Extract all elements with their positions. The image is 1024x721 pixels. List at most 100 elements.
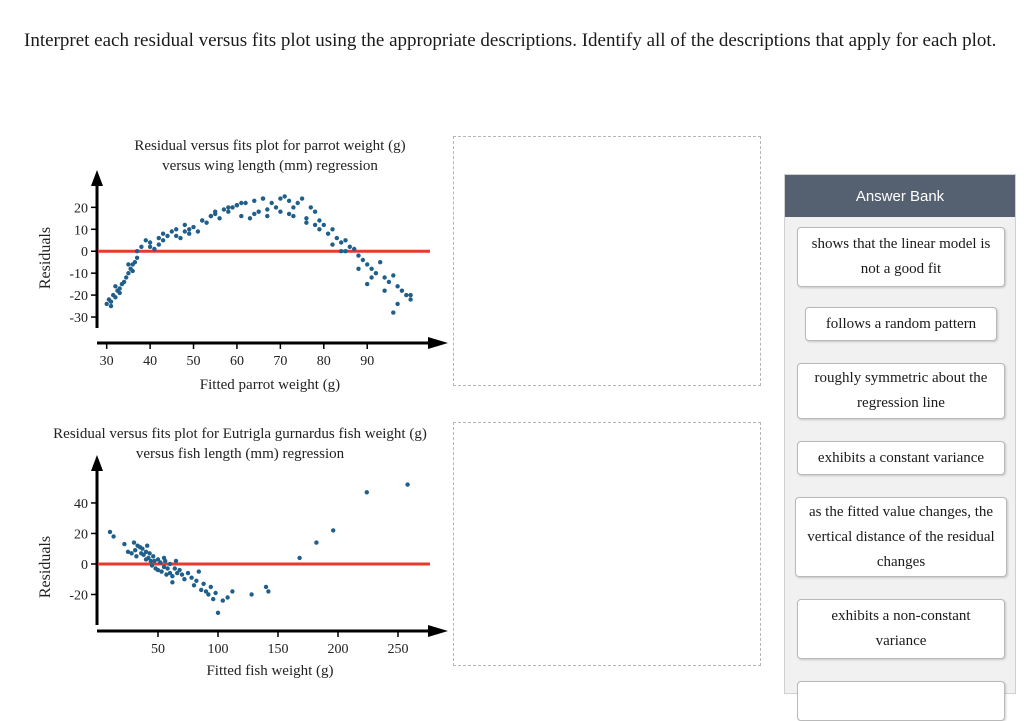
- data-point: [182, 577, 187, 582]
- data-point: [174, 233, 179, 239]
- data-point: [208, 584, 213, 590]
- data-point: [299, 196, 305, 201]
- data-point: [195, 229, 201, 234]
- data-point: [147, 244, 153, 249]
- data-point: [204, 220, 209, 225]
- data-point: [282, 194, 287, 199]
- data-point: [386, 279, 392, 285]
- data-point: [174, 227, 179, 232]
- data-point: [113, 295, 118, 300]
- data-point: [378, 260, 383, 265]
- chart-title: Residual versus fits plot for parrot wei…: [134, 138, 405, 154]
- x-axis-arrow: [428, 625, 448, 637]
- data-point: [265, 213, 270, 219]
- data-point: [189, 575, 194, 580]
- data-point: [286, 198, 292, 203]
- data-point: [308, 205, 313, 210]
- data-point: [177, 567, 182, 573]
- data-point: [179, 572, 185, 577]
- data-point: [160, 231, 166, 236]
- answer-item-vertical-distance-changes[interactable]: as the fitted value changes, the vertica…: [795, 497, 1007, 577]
- data-point: [382, 288, 387, 293]
- data-point: [391, 310, 396, 315]
- answer-item-symmetric[interactable]: roughly symmetric about the regression l…: [797, 363, 1005, 419]
- answer-item-not-good-fit[interactable]: shows that the linear model is not a goo…: [797, 227, 1005, 287]
- data-point: [146, 555, 151, 561]
- data-point: [129, 551, 134, 556]
- data-point: [266, 589, 271, 594]
- data-point: [230, 205, 235, 210]
- chart-title: Residual versus fits plot for Eutrigla g…: [53, 426, 427, 442]
- data-point: [145, 543, 150, 548]
- data-point: [317, 227, 322, 232]
- answer-item-partial[interactable]: [797, 681, 1005, 721]
- data-point: [113, 284, 118, 289]
- data-point: [291, 205, 296, 210]
- data-point: [148, 558, 153, 564]
- answer-item-random-pattern[interactable]: follows a random pattern: [805, 307, 997, 341]
- data-point: [249, 592, 254, 597]
- data-point: [405, 482, 410, 487]
- data-point: [404, 292, 409, 298]
- data-point: [140, 546, 145, 551]
- data-point: [334, 235, 339, 241]
- y-axis-label: Residuals: [37, 536, 54, 598]
- parrot-plot-dropzone[interactable]: [453, 136, 761, 386]
- data-point: [156, 242, 161, 247]
- data-point: [225, 595, 230, 600]
- answer-item-constant-variance[interactable]: exhibits a constant variance: [797, 441, 1005, 475]
- data-point: [161, 564, 167, 570]
- data-point: [391, 273, 396, 278]
- data-point: [408, 297, 413, 302]
- data-point: [147, 240, 153, 245]
- data-point: [125, 549, 131, 554]
- data-point: [252, 198, 257, 203]
- data-point: [239, 200, 244, 206]
- question-text: Interpret each residual versus fits plot…: [24, 30, 997, 51]
- data-point: [291, 213, 296, 219]
- data-point: [330, 227, 335, 232]
- data-point: [169, 229, 174, 234]
- data-point: [187, 231, 192, 236]
- data-point: [217, 216, 222, 221]
- data-point: [339, 249, 344, 254]
- data-point: [111, 534, 116, 539]
- data-point: [339, 240, 344, 245]
- data-point: [175, 570, 180, 576]
- data-point: [395, 284, 400, 289]
- data-point: [131, 540, 137, 545]
- data-point: [158, 560, 163, 565]
- data-point: [139, 244, 144, 249]
- data-point: [152, 558, 157, 564]
- y-tick-label: -30: [69, 311, 88, 326]
- data-point: [159, 569, 164, 574]
- data-point: [126, 262, 131, 267]
- data-point: [117, 290, 122, 296]
- data-point: [239, 213, 244, 219]
- data-point: [206, 592, 211, 597]
- data-point: [226, 209, 231, 214]
- data-point: [278, 196, 283, 201]
- data-point: [122, 541, 127, 547]
- y-tick-label: -20: [69, 289, 88, 304]
- data-point: [325, 231, 331, 236]
- data-point: [170, 580, 175, 585]
- data-point: [343, 249, 348, 254]
- y-tick-label: 10: [74, 223, 88, 238]
- data-point: [143, 238, 148, 243]
- data-point: [369, 266, 374, 271]
- x-tick-label: 150: [268, 642, 289, 657]
- data-point: [126, 271, 131, 276]
- data-point: [286, 211, 292, 217]
- data-point: [356, 253, 361, 258]
- data-point: [163, 558, 168, 564]
- data-point: [321, 222, 326, 228]
- answer-item-non-constant-variance[interactable]: exhibits a non-constant variance: [797, 599, 1005, 659]
- fish-plot-dropzone[interactable]: [453, 422, 761, 666]
- data-point: [121, 279, 127, 285]
- answer-bank-header: Answer Bank: [785, 175, 1015, 217]
- data-point: [314, 540, 319, 545]
- data-point: [203, 589, 209, 594]
- data-point: [194, 578, 199, 583]
- data-point: [252, 211, 257, 217]
